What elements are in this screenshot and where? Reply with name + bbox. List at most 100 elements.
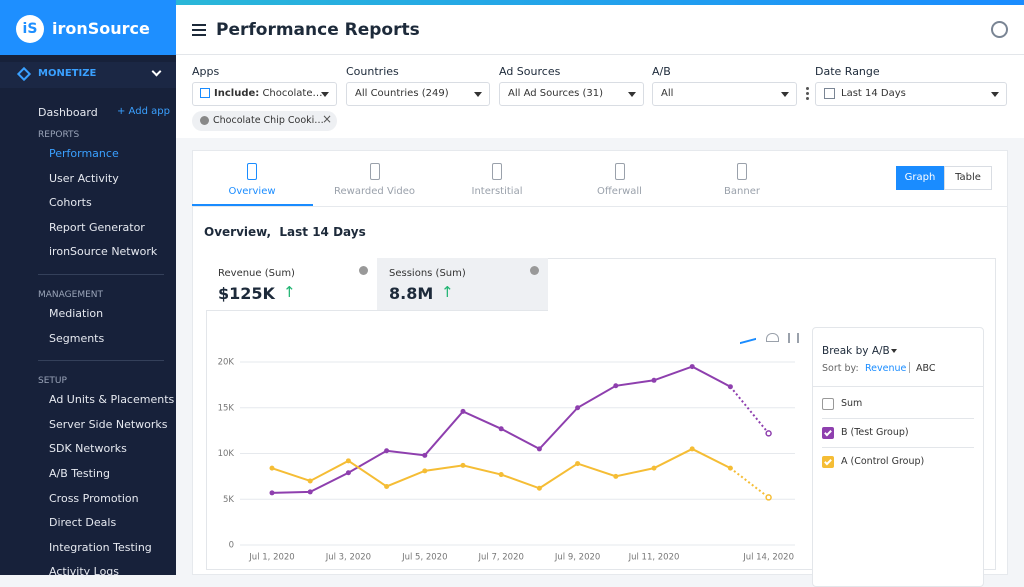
include-icon [200, 88, 210, 98]
caret [628, 92, 636, 97]
series-line-dotted [729, 467, 770, 499]
dropdown[interactable] [192, 82, 337, 106]
tab-label[interactable]: Rewarded Video [334, 186, 415, 197]
filter-value: Chocolate… [262, 88, 323, 99]
nav-item[interactable]: Dashboard [38, 106, 98, 119]
nav-item[interactable]: Cross Promotion [49, 491, 139, 505]
data-point [575, 461, 581, 467]
nav-item[interactable]: SDK Networks [49, 442, 127, 456]
nav-item[interactable]: ironSource Network [49, 245, 158, 259]
trend-up: ↑ [283, 283, 296, 301]
nav-item[interactable]: Mediation [49, 307, 104, 320]
dropdown[interactable] [652, 82, 797, 106]
nav-item[interactable]: A/B Testing [49, 467, 110, 480]
tab-icon[interactable] [247, 163, 257, 180]
tab-icon[interactable] [737, 163, 747, 180]
nav-item[interactable]: Server Side Networks [49, 417, 168, 431]
y-tick-label: 0 [229, 541, 234, 551]
legend-label[interactable]: Sum [841, 398, 863, 409]
chart: 0 5K 10K 15K 20K Jul 1, 2020 Jul 3, 2020 Jul 5,… [218, 358, 795, 563]
nav-item[interactable]: User Activity [49, 171, 119, 185]
divider [38, 360, 164, 362]
page-title: Performance Reports [216, 20, 420, 40]
chart-icon-bar[interactable] [788, 333, 799, 343]
dropdown[interactable] [815, 82, 1007, 106]
nav-item[interactable]: Ad Units & Placements [49, 393, 175, 407]
tab-label[interactable]: Overview [228, 186, 276, 197]
data-point [689, 446, 695, 452]
data-point [651, 377, 657, 383]
data-point [727, 384, 733, 390]
section[interactable]: MONETIZE [38, 68, 97, 79]
dropdown[interactable] [499, 82, 644, 106]
tab-icon[interactable] [614, 163, 625, 180]
breakdown-title[interactable]: Break by A/B [822, 345, 890, 357]
sort-option[interactable]: ABC [916, 363, 936, 374]
nav-item[interactable]: Performance [49, 147, 119, 160]
legend-label[interactable]: A (Control Group) [841, 456, 925, 467]
tab-icon[interactable] [369, 163, 380, 180]
data-point [613, 473, 619, 479]
tab-label[interactable]: Banner [724, 186, 760, 197]
metric-tile[interactable] [206, 258, 377, 311]
filter-label: A/B [652, 65, 671, 78]
checkbox[interactable] [822, 427, 834, 439]
caret [321, 92, 329, 97]
checkbox[interactable] [822, 398, 834, 410]
menu-icon[interactable] [192, 24, 206, 26]
metric-tile[interactable] [377, 258, 548, 311]
chip[interactable] [192, 111, 337, 131]
data-point [269, 490, 275, 496]
nav-item[interactable]: Cohorts [49, 196, 92, 210]
data-point [345, 458, 351, 464]
add-app[interactable]: + Add app [117, 106, 170, 117]
chart-icon-area[interactable] [766, 333, 779, 342]
trend-up: ↑ [441, 283, 454, 301]
checkbox[interactable] [822, 456, 834, 468]
view-button[interactable]: Table [944, 166, 992, 190]
data-point [765, 494, 772, 501]
data-point [460, 462, 466, 468]
divider [822, 447, 974, 448]
chip-text: Chocolate Chip Cooki… [213, 115, 324, 126]
y-tick-label: 15K [218, 403, 235, 413]
menu-icon[interactable] [192, 34, 206, 36]
top-strip [176, 0, 1024, 5]
sort-sep [909, 362, 910, 373]
more-dots[interactable] [806, 92, 809, 95]
dropdown-value: Include: Chocolate… [214, 88, 323, 99]
nav-item[interactable]: Direct Deals [49, 516, 117, 530]
dropdown-value: All Ad Sources (31) [508, 88, 603, 99]
filter-label: Ad Sources [499, 65, 561, 78]
sort-option[interactable]: Revenue [865, 363, 907, 374]
calendar-icon [824, 88, 835, 99]
view-button[interactable]: Graph [896, 166, 944, 190]
user-icon[interactable] [991, 21, 1008, 38]
metric-value: $125K [218, 284, 275, 303]
x-tick-label: Jul 11, 2020 [628, 553, 680, 563]
tab-label[interactable]: Interstitial [471, 186, 523, 197]
y-tick-label: 20K [218, 358, 235, 368]
nav-item[interactable]: Segments [49, 331, 105, 345]
filter-label: Apps [192, 65, 220, 78]
section-title: Overview, Last 14 Days [204, 225, 366, 239]
info-icon [359, 266, 368, 275]
nav-item[interactable]: Report Generator [49, 220, 145, 234]
data-point [460, 408, 466, 414]
nav-item[interactable]: Integration Testing [49, 540, 152, 554]
data-point [269, 465, 275, 471]
dropdown[interactable] [346, 82, 490, 106]
nav-item[interactable]: Activity Logs [49, 565, 120, 579]
info-icon [530, 266, 539, 275]
legend-label[interactable]: B (Test Group) [841, 427, 909, 438]
data-point [613, 383, 619, 389]
more-dots[interactable] [806, 97, 809, 100]
tab-icon[interactable] [492, 163, 502, 180]
filter-value: All Countries (249) [355, 88, 449, 99]
menu-icon[interactable] [192, 29, 206, 31]
data-point [651, 465, 657, 471]
breakdown-panel [812, 327, 984, 587]
tab-label[interactable]: Offerwall [597, 186, 642, 197]
data-point [536, 485, 542, 491]
more-dots[interactable] [806, 87, 809, 90]
